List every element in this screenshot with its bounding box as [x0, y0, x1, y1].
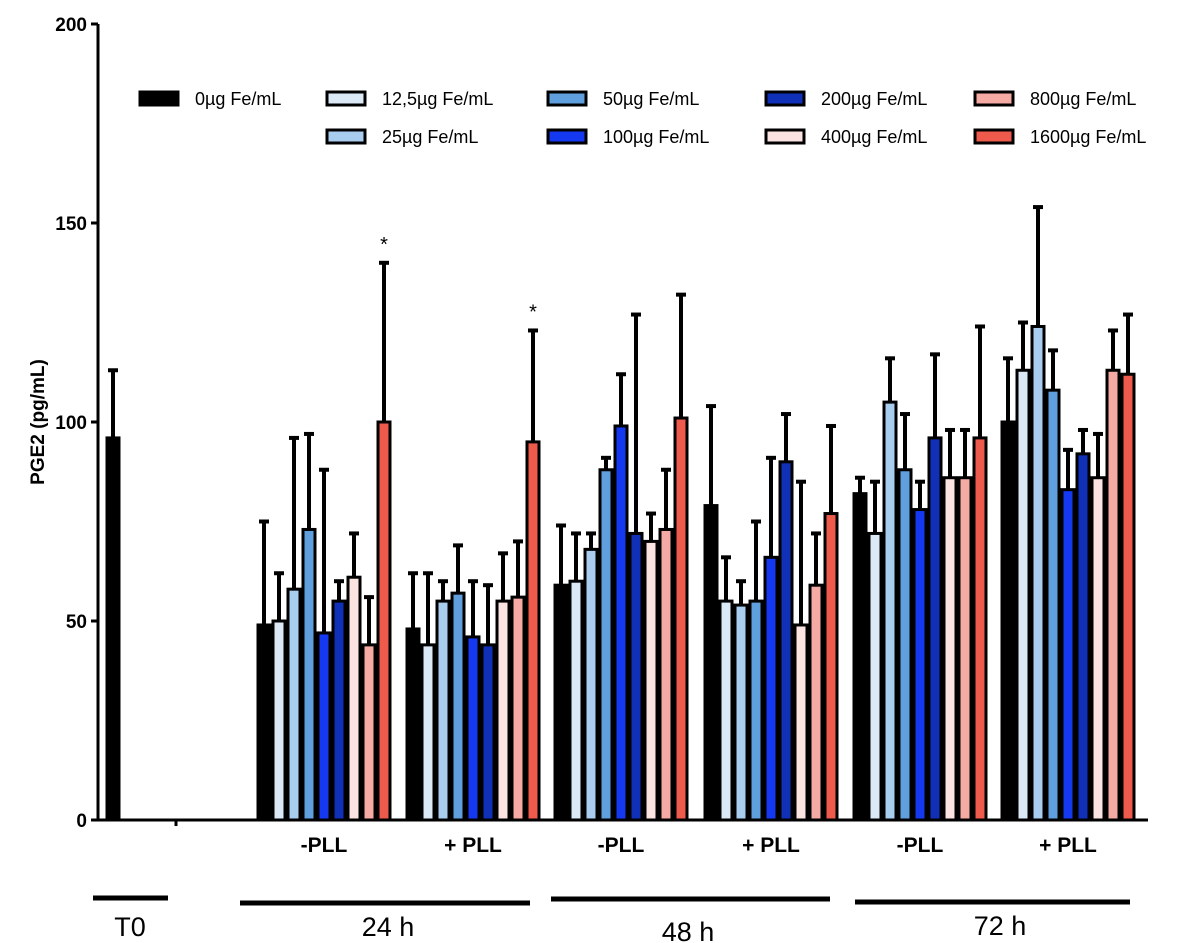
legend-swatch	[325, 128, 367, 145]
bar	[793, 623, 809, 822]
legend: 0µg Fe/mL 12,5µg Fe/mL 25µg Fe/mL 50µg Fe/m…	[138, 89, 1146, 147]
bar	[718, 599, 734, 822]
condition-label: -PLL	[598, 834, 645, 857]
legend-swatch	[764, 128, 806, 145]
period-label: 72 h	[974, 911, 1027, 941]
y-tick-label: 200	[55, 15, 87, 36]
y-axis-label: PGE2 (pg/mL)	[28, 359, 49, 485]
period-label: T0	[114, 912, 146, 942]
significance-star: *	[529, 301, 537, 323]
bar	[658, 527, 674, 822]
legend-label: 12,5µg Fe/mL	[382, 89, 493, 109]
bar	[553, 583, 569, 822]
bar	[763, 555, 779, 822]
bar	[628, 531, 644, 822]
bar	[673, 416, 689, 822]
legend-swatch	[764, 90, 806, 107]
bar	[867, 531, 883, 822]
bar	[480, 643, 496, 822]
bar	[1045, 388, 1061, 822]
y-tick-label: 0	[76, 811, 87, 832]
bar	[1030, 324, 1046, 822]
bar	[912, 508, 928, 822]
bar	[301, 527, 317, 822]
y-tick-label: 100	[55, 413, 87, 434]
legend-label: 200µg Fe/mL	[821, 89, 927, 109]
legend-label: 400µg Fe/mL	[821, 127, 927, 147]
condition-label: -PLL	[897, 834, 944, 857]
bar	[376, 420, 392, 822]
legend-label: 0µg Fe/mL	[195, 89, 281, 109]
bar	[778, 460, 794, 822]
legend-swatch	[973, 128, 1015, 145]
legend-label: 50µg Fe/mL	[603, 89, 699, 109]
period-label: 48 h	[662, 917, 715, 943]
bar	[286, 587, 302, 822]
bar	[1000, 420, 1016, 822]
significance-star: *	[380, 234, 388, 256]
bar	[703, 504, 719, 822]
bar	[942, 476, 958, 822]
bar	[748, 599, 764, 822]
period-label: 24 h	[362, 912, 415, 942]
bar	[1075, 452, 1091, 822]
bar	[420, 643, 436, 822]
bar	[1015, 368, 1031, 822]
bar	[525, 440, 541, 822]
bar	[957, 476, 973, 822]
legend-swatch	[325, 90, 367, 107]
bar	[583, 547, 599, 822]
bar	[256, 623, 272, 822]
bar	[568, 579, 584, 822]
legend-swatch	[546, 90, 588, 107]
condition-label: + PLL	[1039, 834, 1097, 857]
bar	[346, 575, 362, 822]
bar	[823, 512, 839, 822]
legend-swatch	[546, 128, 588, 145]
bar	[495, 599, 511, 822]
bar	[465, 635, 481, 822]
bar	[1060, 488, 1076, 822]
bar	[808, 583, 824, 822]
bar	[643, 539, 659, 822]
bar	[435, 599, 451, 822]
bar	[598, 468, 614, 822]
bar	[972, 436, 988, 822]
bars: **	[105, 205, 1136, 822]
condition-label: + PLL	[444, 834, 502, 857]
bar	[927, 436, 943, 822]
bar	[897, 468, 913, 822]
legend-swatch	[973, 90, 1015, 107]
bar	[852, 492, 868, 822]
y-tick-label: 50	[66, 612, 87, 633]
bar	[105, 436, 121, 822]
bar	[882, 400, 898, 822]
bar	[510, 595, 526, 822]
bar	[316, 631, 332, 822]
condition-label: -PLL	[301, 834, 348, 857]
legend-label: 25µg Fe/mL	[382, 127, 478, 147]
category-labels: -PLL + PLL -PLL + PLL -PLL + PLL T0 24 h 48 h 72 …	[93, 834, 1130, 943]
condition-label: + PLL	[742, 834, 800, 857]
bar	[1120, 372, 1136, 822]
bar	[271, 619, 287, 822]
bar	[733, 603, 749, 822]
bar	[361, 643, 377, 822]
legend-label: 1600µg Fe/mL	[1030, 127, 1146, 147]
legend-swatch	[138, 90, 180, 107]
bar	[613, 424, 629, 822]
bar	[405, 627, 421, 822]
bar	[331, 599, 347, 822]
bar	[1105, 368, 1121, 822]
y-tick-label: 150	[55, 214, 87, 235]
legend-label: 800µg Fe/mL	[1030, 89, 1136, 109]
bar	[450, 591, 466, 822]
legend-label: 100µg Fe/mL	[603, 127, 709, 147]
bar	[1090, 476, 1106, 822]
